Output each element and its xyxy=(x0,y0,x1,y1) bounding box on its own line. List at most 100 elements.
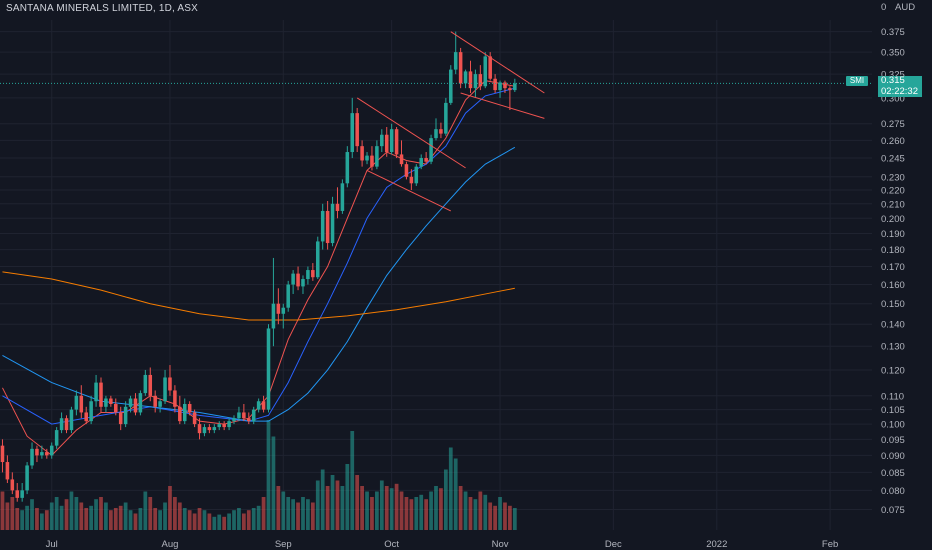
candle[interactable] xyxy=(375,140,379,170)
candle[interactable] xyxy=(168,365,172,396)
candle[interactable] xyxy=(291,270,295,294)
candle[interactable] xyxy=(419,154,423,170)
candle[interactable] xyxy=(360,140,364,167)
candle[interactable] xyxy=(261,395,266,413)
candle[interactable] xyxy=(345,146,350,188)
candle[interactable] xyxy=(35,445,39,463)
candle[interactable] xyxy=(271,257,276,347)
candle[interactable] xyxy=(54,427,59,449)
candle[interactable] xyxy=(217,421,222,431)
candle[interactable] xyxy=(488,52,492,81)
candle[interactable] xyxy=(138,390,143,416)
candle[interactable] xyxy=(10,472,15,495)
candle[interactable] xyxy=(237,406,241,422)
candle[interactable] xyxy=(251,406,256,425)
candle[interactable] xyxy=(384,126,389,157)
candle[interactable] xyxy=(296,266,300,291)
candle[interactable] xyxy=(404,161,409,180)
candle[interactable] xyxy=(266,324,271,413)
candle[interactable] xyxy=(197,418,202,440)
candle[interactable] xyxy=(380,129,384,153)
candle[interactable] xyxy=(187,401,192,416)
candle[interactable] xyxy=(94,374,98,407)
candle[interactable] xyxy=(227,418,231,431)
candle[interactable] xyxy=(49,442,54,459)
candle[interactable] xyxy=(20,483,24,502)
candle[interactable] xyxy=(79,385,84,419)
candle[interactable] xyxy=(286,280,290,312)
candle[interactable] xyxy=(163,369,167,405)
candle[interactable] xyxy=(173,385,177,413)
candle[interactable] xyxy=(222,421,226,431)
candle[interactable] xyxy=(232,415,236,425)
candle[interactable] xyxy=(365,152,369,165)
candle[interactable] xyxy=(99,377,103,413)
candle[interactable] xyxy=(64,415,69,434)
candle[interactable] xyxy=(118,406,123,431)
candle[interactable] xyxy=(478,65,483,91)
candle[interactable] xyxy=(256,398,261,413)
candle[interactable] xyxy=(153,390,157,413)
candle[interactable] xyxy=(89,395,93,425)
candle[interactable] xyxy=(453,31,458,75)
candle[interactable] xyxy=(389,123,394,155)
candle[interactable] xyxy=(444,97,448,136)
candle[interactable] xyxy=(281,303,286,329)
candle[interactable] xyxy=(301,275,305,294)
candle[interactable] xyxy=(158,398,162,413)
candle[interactable] xyxy=(394,126,399,159)
candle[interactable] xyxy=(109,395,113,407)
candle[interactable] xyxy=(74,390,79,416)
candle[interactable] xyxy=(306,266,310,285)
candle[interactable] xyxy=(350,97,355,159)
candle[interactable] xyxy=(355,107,359,153)
candle[interactable] xyxy=(59,412,64,434)
candle[interactable] xyxy=(114,398,118,416)
candle[interactable] xyxy=(148,367,153,402)
candle[interactable] xyxy=(69,406,74,434)
candle[interactable] xyxy=(449,65,453,105)
candle[interactable] xyxy=(458,47,463,89)
candle[interactable] xyxy=(212,424,217,434)
candle[interactable] xyxy=(40,445,44,459)
candle[interactable] xyxy=(247,412,251,425)
candle[interactable] xyxy=(311,263,315,281)
candle[interactable] xyxy=(439,122,443,139)
candle[interactable] xyxy=(202,424,207,437)
candlesticks[interactable] xyxy=(0,31,517,502)
candle[interactable] xyxy=(15,483,20,502)
candle[interactable] xyxy=(414,164,419,186)
candle[interactable] xyxy=(513,78,517,93)
candle[interactable] xyxy=(45,448,49,459)
candle[interactable] xyxy=(370,146,374,171)
candle[interactable] xyxy=(182,398,187,425)
candle[interactable] xyxy=(276,288,281,325)
candle[interactable] xyxy=(207,424,212,434)
candle[interactable] xyxy=(399,140,404,167)
candle[interactable] xyxy=(178,395,182,425)
candle[interactable] xyxy=(104,395,108,413)
candle[interactable] xyxy=(330,196,335,247)
candle[interactable] xyxy=(468,60,473,93)
candle[interactable] xyxy=(340,179,345,214)
candle[interactable] xyxy=(5,455,10,484)
candle[interactable] xyxy=(473,69,478,98)
candle[interactable] xyxy=(320,203,325,250)
candle[interactable] xyxy=(133,393,138,416)
candle[interactable] xyxy=(503,80,507,93)
candle[interactable] xyxy=(143,369,148,396)
time-axis[interactable]: Jul Aug Sep Oct Nov Dec 2022 Feb xyxy=(46,539,839,550)
candle[interactable] xyxy=(335,187,340,219)
candle[interactable] xyxy=(123,401,128,428)
candle[interactable] xyxy=(192,409,197,428)
candle[interactable] xyxy=(409,169,414,190)
candle[interactable] xyxy=(30,442,34,469)
candle[interactable] xyxy=(315,236,320,280)
candle[interactable] xyxy=(325,200,330,250)
candle[interactable] xyxy=(128,395,133,413)
candle[interactable] xyxy=(483,52,488,89)
candle[interactable] xyxy=(508,86,512,111)
candle[interactable] xyxy=(498,80,502,98)
candle[interactable] xyxy=(84,406,88,425)
